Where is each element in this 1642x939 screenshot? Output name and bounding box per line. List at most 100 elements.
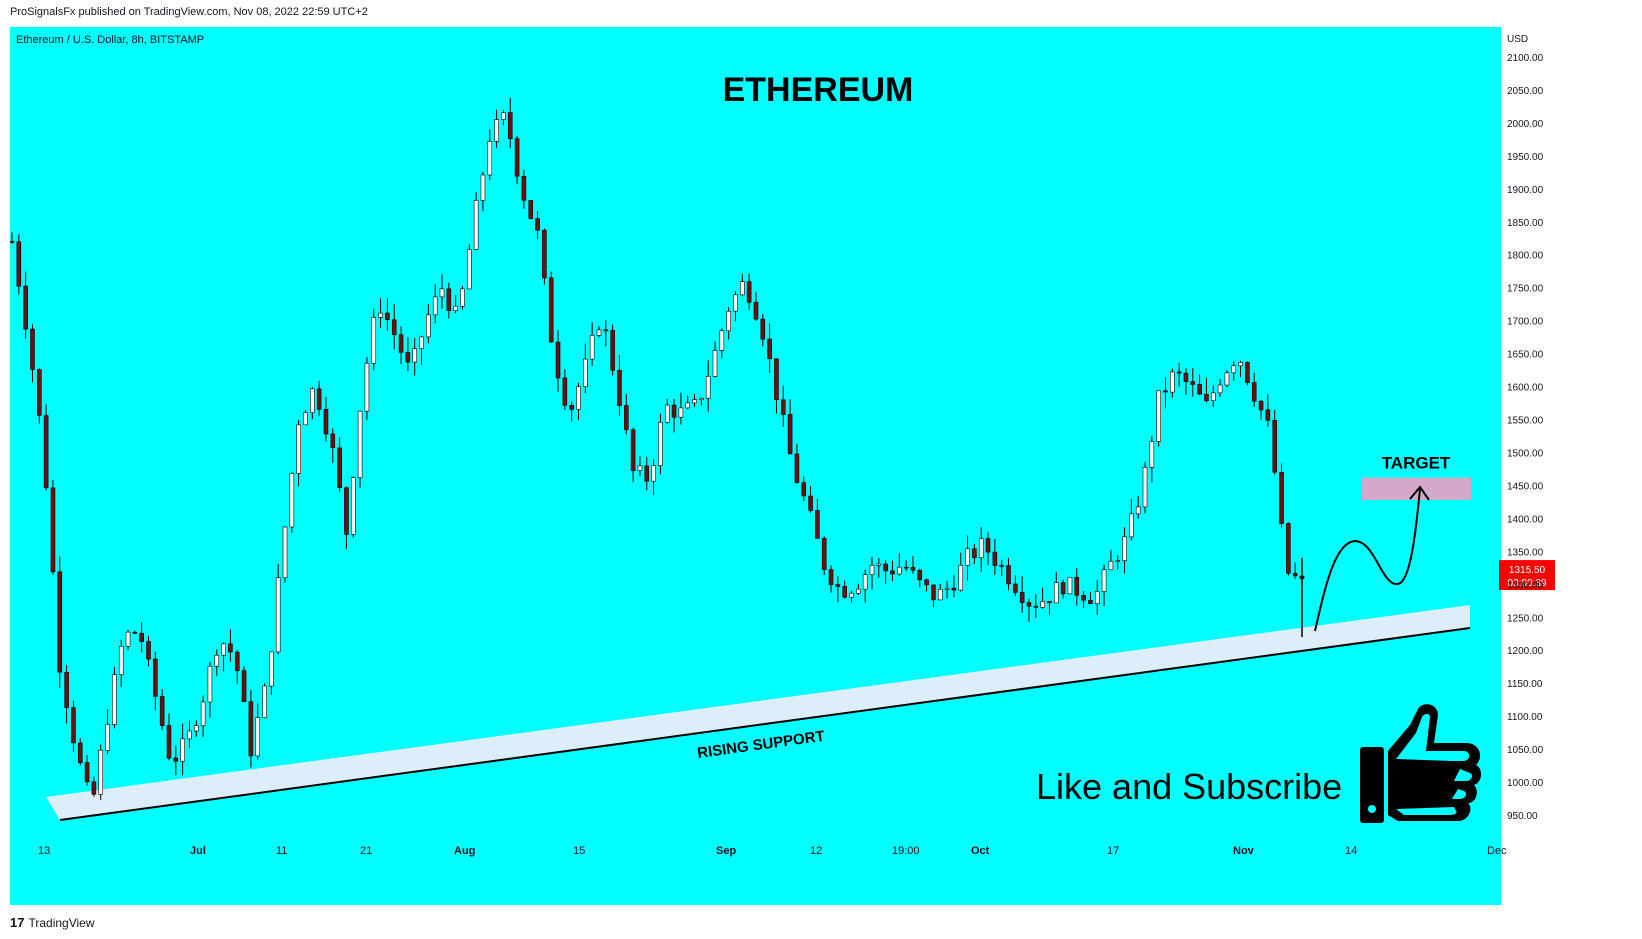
candle-body: [480, 174, 486, 201]
candle-body: [487, 141, 493, 176]
candle-body: [193, 725, 199, 732]
candle-body: [214, 654, 220, 667]
candle-body: [1129, 513, 1134, 538]
candle-body: [30, 328, 35, 370]
candle-body: [542, 229, 547, 279]
y-tick-label: 1700.00: [1507, 317, 1544, 328]
candle-body: [473, 200, 479, 250]
candle-body: [856, 588, 861, 594]
candle-body: [944, 587, 950, 590]
candle-body: [808, 495, 813, 511]
candle-body: [1067, 576, 1073, 595]
candle-body: [1088, 600, 1093, 604]
candle-body: [999, 565, 1004, 567]
candle-body: [173, 757, 179, 762]
projection-arrow: [1314, 488, 1421, 632]
candle-body: [794, 453, 800, 483]
candle-body: [337, 447, 342, 489]
x-tick-label: Aug: [454, 845, 475, 857]
candle-body: [419, 336, 424, 349]
candle-body: [535, 218, 540, 231]
y-tick-label: 1050.00: [1507, 745, 1544, 756]
candle-body: [637, 465, 643, 471]
candle-body: [1245, 362, 1250, 383]
chart-title: ETHEREUM: [723, 71, 914, 109]
candle-body: [16, 241, 22, 287]
candle-body: [685, 402, 691, 409]
candle-body: [1272, 420, 1277, 473]
candle-body: [787, 414, 793, 455]
y-tick-label: 1800.00: [1507, 251, 1544, 262]
candle-body: [937, 588, 943, 601]
candle-body: [330, 433, 336, 449]
candle-body: [876, 563, 882, 566]
candle-body: [1204, 393, 1209, 401]
candle-body: [453, 305, 458, 311]
candle-body: [1081, 595, 1086, 601]
y-tick-label: 1850.00: [1507, 218, 1544, 229]
candle-body: [753, 301, 759, 320]
candle-body: [98, 749, 104, 795]
candle-body: [1142, 467, 1148, 508]
candle-body: [146, 641, 151, 660]
candle-body: [924, 579, 929, 586]
support-line: [59, 627, 1471, 821]
candle-body: [446, 288, 452, 311]
candle-body: [1101, 569, 1107, 592]
x-tick-label: 17: [1107, 845, 1119, 857]
candle-body: [398, 334, 404, 353]
candle-body: [296, 424, 301, 474]
candle-body: [255, 717, 261, 757]
candle-body: [1122, 536, 1127, 561]
candle-body: [64, 671, 69, 708]
candle-body: [658, 421, 663, 466]
candle-body: [801, 482, 807, 497]
y-tick-label: 1100.00: [1507, 712, 1543, 723]
time-axis: 13 Jul 11 21 Aug 15 Sep 12 19:00 Oct 17 Nov 14 Dec: [38, 845, 1507, 857]
candle-body: [23, 285, 28, 330]
x-tick-label: 11: [276, 845, 287, 857]
target-box: [1362, 477, 1471, 500]
candle-body: [118, 645, 124, 675]
candle-body: [664, 404, 670, 423]
candle-body: [153, 658, 158, 697]
candle-body: [275, 577, 281, 653]
candle-body: [890, 570, 895, 575]
candle-body: [1210, 392, 1216, 401]
candle-body: [234, 651, 240, 671]
y-tick-label: 950.00: [1507, 811, 1538, 822]
candle-body: [583, 358, 588, 388]
x-tick-label: 15: [573, 845, 585, 857]
x-tick-label: 13: [38, 845, 50, 857]
candle-body: [1292, 573, 1298, 577]
candle-body: [467, 249, 472, 290]
candle-body: [125, 631, 131, 647]
candle-body: [719, 330, 725, 351]
candle-body: [207, 665, 213, 703]
chart-background: [10, 27, 1501, 905]
x-tick-label: 19:00: [892, 845, 920, 857]
x-tick-label: Dec: [1487, 845, 1507, 857]
y-tick-label: 1500.00: [1507, 448, 1544, 459]
footer-brand: TradingView: [28, 915, 95, 930]
candle-body: [1238, 362, 1243, 367]
support-band: [46, 605, 1470, 820]
candle-body: [596, 329, 602, 336]
candle-body: [562, 377, 568, 406]
candle-body: [1108, 560, 1114, 571]
candle-body: [869, 565, 875, 576]
thumbs-up-icon: [1360, 704, 1482, 823]
candle-body: [521, 176, 527, 201]
y-tick-label: 1950.00: [1507, 152, 1544, 163]
candle-body: [1170, 371, 1175, 393]
candle-body: [460, 288, 465, 307]
x-tick-label: 12: [810, 845, 822, 857]
cta-text: Like and Subscribe: [1036, 766, 1342, 807]
candle-body: [426, 314, 431, 338]
candle-body: [1040, 601, 1045, 608]
candle-body: [1183, 372, 1189, 382]
candle-body: [10, 241, 15, 243]
candle-body: [501, 112, 506, 120]
bar-countdown: 03:00:39: [1508, 578, 1547, 589]
candle-body: [378, 312, 383, 318]
